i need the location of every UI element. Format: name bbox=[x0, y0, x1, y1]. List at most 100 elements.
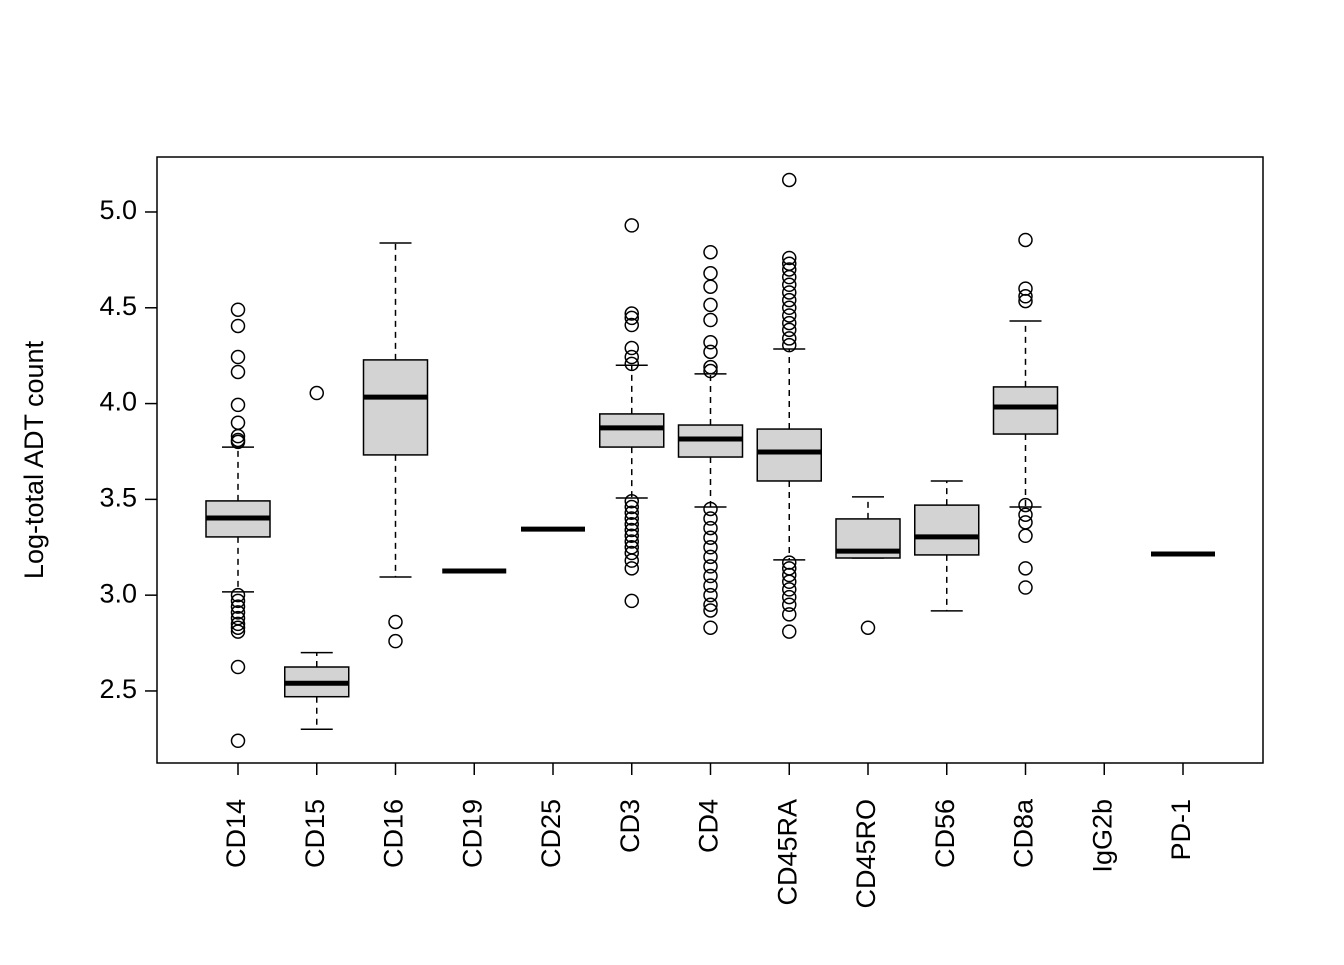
outlier bbox=[230, 659, 246, 675]
outlier bbox=[782, 269, 797, 285]
outlier bbox=[782, 337, 797, 353]
x-tick-label: CD56 bbox=[930, 799, 960, 868]
outlier bbox=[782, 315, 797, 331]
outlier bbox=[624, 317, 639, 333]
outlier bbox=[703, 312, 718, 328]
outlier bbox=[703, 549, 718, 565]
y-tick-label: 4.0 bbox=[99, 387, 137, 417]
x-tick-label: CD8a bbox=[1009, 798, 1039, 868]
x-tick-label: CD16 bbox=[379, 799, 409, 868]
outlier bbox=[230, 624, 246, 639]
outlier bbox=[230, 434, 246, 450]
outlier bbox=[703, 501, 718, 517]
outlier bbox=[230, 605, 246, 620]
outlier bbox=[703, 279, 718, 294]
outlier bbox=[782, 624, 797, 639]
outlier bbox=[624, 528, 639, 544]
outlier bbox=[230, 415, 246, 430]
outlier bbox=[703, 297, 718, 313]
outlier bbox=[703, 511, 718, 526]
outlier bbox=[388, 633, 403, 649]
outlier bbox=[703, 568, 718, 584]
outlier bbox=[230, 302, 246, 317]
x-tick-label: IgG2b bbox=[1087, 799, 1117, 873]
outlier bbox=[1018, 281, 1033, 296]
x-tick-label: CD15 bbox=[300, 799, 330, 868]
outlier bbox=[782, 250, 797, 266]
outlier bbox=[703, 363, 718, 379]
outlier bbox=[703, 578, 718, 593]
outlier bbox=[703, 520, 718, 536]
outlier bbox=[230, 620, 246, 635]
y-tick-label: 4.5 bbox=[99, 291, 137, 321]
outlier bbox=[230, 318, 246, 334]
outlier bbox=[230, 616, 246, 632]
outlier bbox=[703, 266, 718, 281]
outlier bbox=[782, 582, 797, 597]
box bbox=[756, 428, 822, 482]
outlier bbox=[703, 335, 718, 350]
outlier bbox=[782, 322, 797, 338]
outlier bbox=[388, 614, 403, 630]
outlier bbox=[624, 494, 639, 509]
x-tick-label: CD14 bbox=[221, 799, 251, 868]
outlier bbox=[624, 593, 639, 609]
outlier bbox=[624, 561, 639, 576]
outlier bbox=[703, 344, 718, 360]
outlier bbox=[782, 589, 797, 605]
outlier bbox=[230, 349, 246, 365]
outlier bbox=[782, 292, 797, 308]
outlier bbox=[1018, 528, 1033, 544]
outlier bbox=[624, 340, 639, 356]
outlier bbox=[624, 553, 639, 568]
outlier bbox=[309, 385, 324, 401]
y-tick-label: 3.0 bbox=[99, 578, 137, 608]
outlier bbox=[703, 587, 718, 603]
box bbox=[362, 359, 429, 456]
outlier bbox=[624, 505, 639, 521]
outlier bbox=[624, 545, 639, 561]
box bbox=[914, 504, 980, 556]
outlier bbox=[624, 499, 639, 515]
outlier bbox=[782, 567, 797, 583]
outlier bbox=[624, 306, 639, 321]
x-tick-label: CD45RA bbox=[772, 799, 802, 906]
outlier bbox=[703, 540, 718, 555]
outlier bbox=[782, 597, 797, 612]
box bbox=[992, 386, 1059, 435]
x-tick-label: PD-1 bbox=[1166, 799, 1196, 861]
outlier bbox=[1018, 497, 1033, 513]
outlier bbox=[703, 620, 718, 635]
x-tick-label: CD25 bbox=[536, 799, 566, 868]
box bbox=[599, 413, 665, 448]
outlier bbox=[860, 620, 876, 635]
outlier bbox=[782, 300, 797, 316]
outlier bbox=[703, 597, 718, 612]
outlier bbox=[624, 356, 639, 372]
outlier bbox=[782, 256, 797, 271]
outlier bbox=[782, 308, 797, 323]
outlier bbox=[782, 285, 797, 300]
x-tick-label: CD4 bbox=[694, 799, 724, 853]
outlier bbox=[782, 172, 797, 188]
outlier bbox=[230, 593, 246, 609]
outlier bbox=[782, 277, 797, 293]
outlier bbox=[624, 349, 639, 365]
y-tick-label: 3.5 bbox=[99, 482, 137, 512]
x-tick-label: CD3 bbox=[615, 799, 645, 853]
outlier bbox=[703, 530, 718, 545]
outlier bbox=[782, 574, 797, 590]
outlier bbox=[1018, 289, 1033, 304]
outlier bbox=[230, 397, 246, 413]
outlier bbox=[703, 559, 718, 574]
outlier bbox=[1018, 580, 1033, 595]
y-tick-label: 2.5 bbox=[99, 674, 137, 704]
outlier bbox=[624, 310, 639, 326]
outlier bbox=[782, 331, 797, 346]
x-tick-label: CD19 bbox=[457, 799, 487, 868]
outlier bbox=[1018, 232, 1033, 248]
outlier bbox=[230, 587, 246, 603]
outlier bbox=[703, 603, 718, 618]
